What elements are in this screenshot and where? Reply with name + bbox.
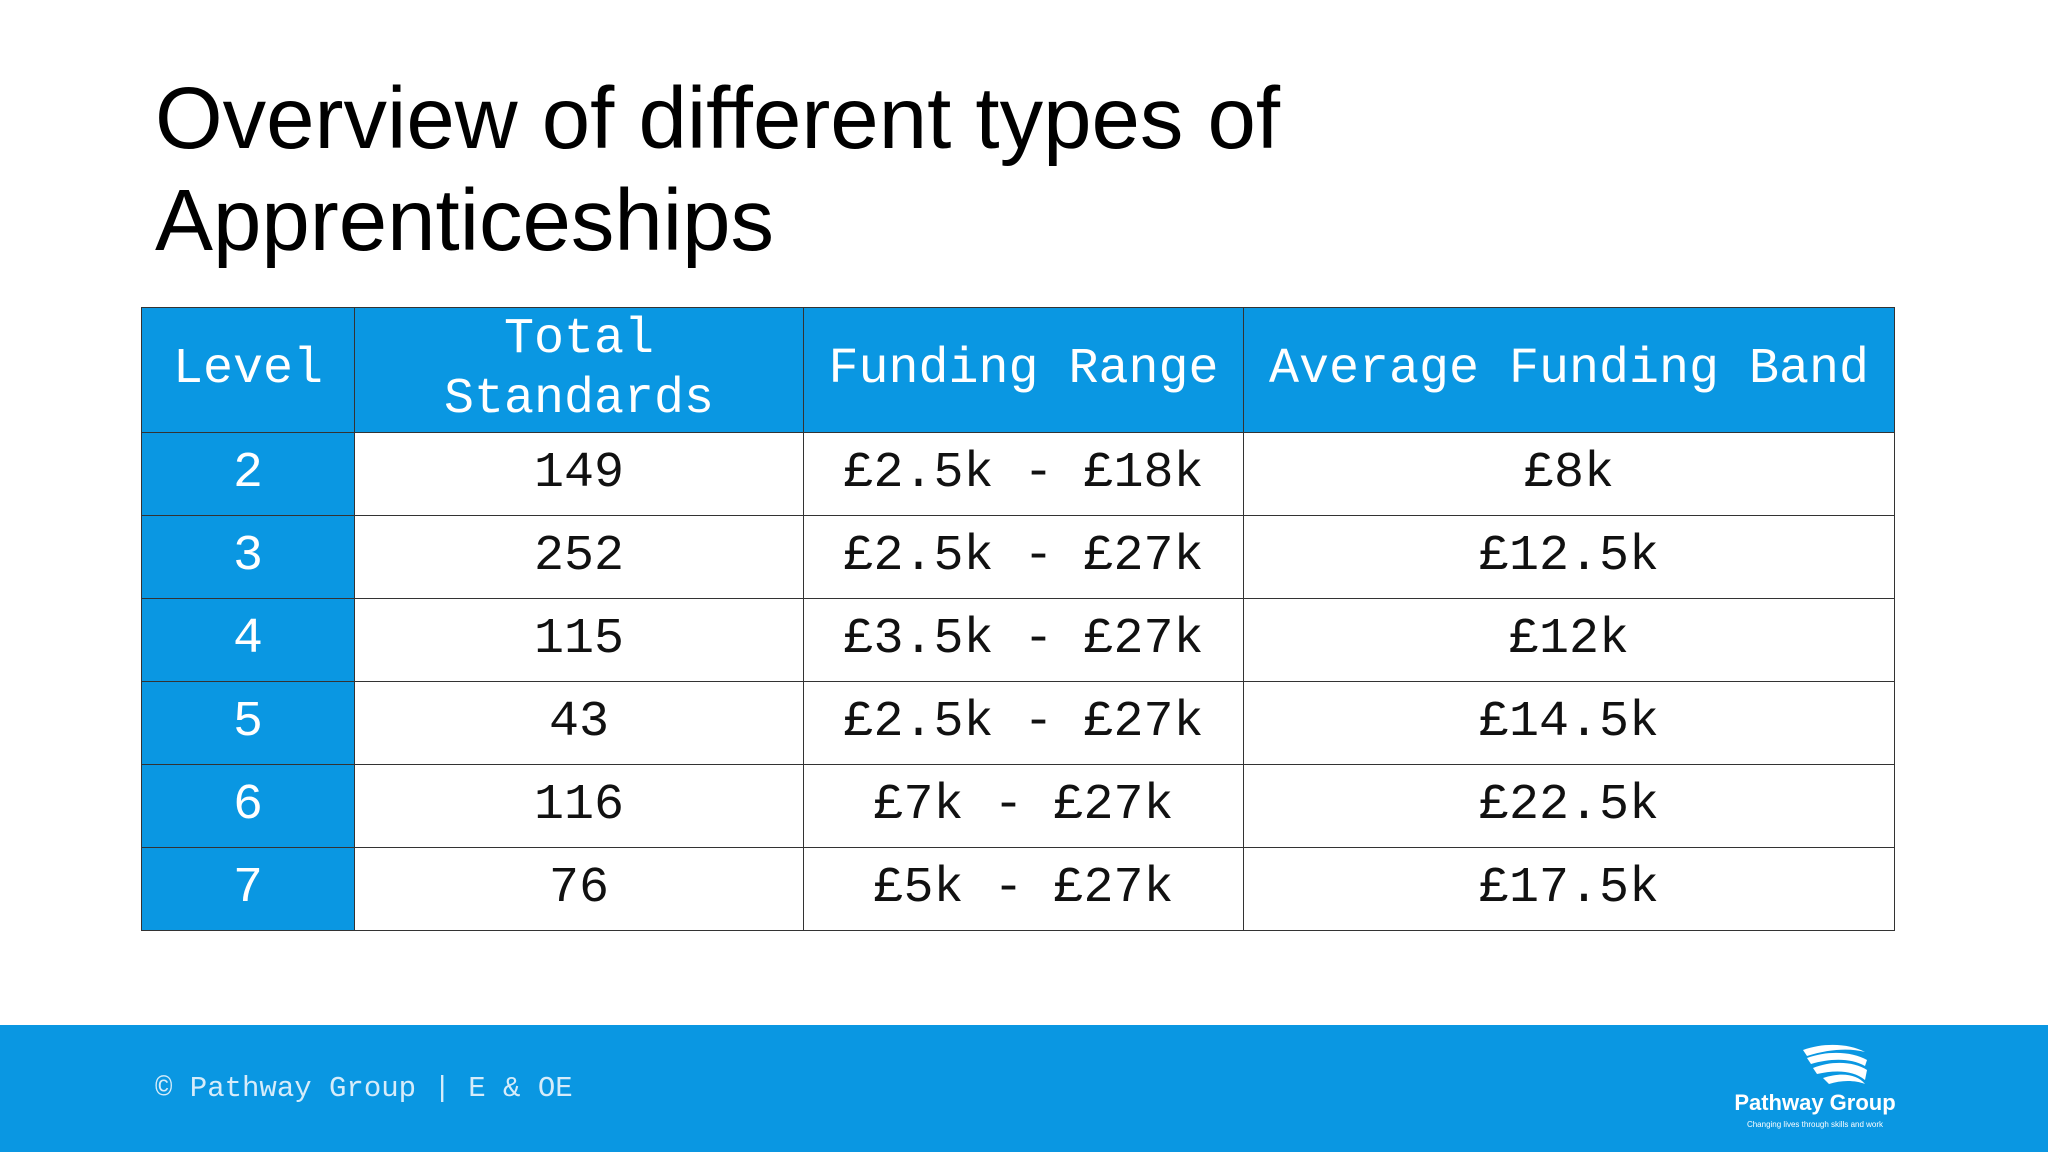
table-cell: 149 (354, 432, 804, 516)
table-cell: £5k - £27k (803, 847, 1244, 931)
footer-bar (0, 1025, 2048, 1152)
table-cell: £2.5k - £18k (803, 432, 1244, 516)
header-cell: Funding Range (803, 307, 1244, 433)
level-cell: 3 (141, 515, 355, 599)
logo-tagline: Changing lives through skills and work (1747, 1120, 1884, 1129)
header-cell: Total Standards (354, 307, 804, 433)
header-cell: Average Funding Band (1243, 307, 1895, 433)
table-cell: £2.5k - £27k (803, 681, 1244, 765)
level-cell: 7 (141, 847, 355, 931)
header-cell: Level (141, 307, 355, 433)
logo-name: Pathway Group (1734, 1090, 1895, 1115)
level-cell: 6 (141, 764, 355, 848)
funding-table: Level Total Standards Funding Range Average… (141, 307, 1895, 931)
table-cell: 43 (354, 681, 804, 765)
table-cell: 116 (354, 764, 804, 848)
table-cell: £7k - £27k (803, 764, 1244, 848)
table-row: 6 116 £7k - £27k £22.5k (141, 764, 1895, 848)
table-row: 3 252 £2.5k - £27k £12.5k (141, 515, 1895, 599)
footer-text: © Pathway Group | E & OE (155, 1072, 573, 1105)
table-cell: £3.5k - £27k (803, 598, 1244, 682)
table-cell: £8k (1243, 432, 1895, 516)
slide-title: Overview of different types of Apprentic… (155, 70, 1281, 269)
table-row: 4 115 £3.5k - £27k £12k (141, 598, 1895, 682)
level-cell: 4 (141, 598, 355, 682)
logo-swoosh (1803, 1044, 1867, 1084)
table-cell: £17.5k (1243, 847, 1895, 931)
table-cell: £14.5k (1243, 681, 1895, 765)
table-row: 2 149 £2.5k - £18k £8k (141, 432, 1895, 516)
level-cell: 5 (141, 681, 355, 765)
table-cell: £12k (1243, 598, 1895, 682)
header-row: Level Total Standards Funding Range Average… (141, 307, 1895, 433)
table-cell: £2.5k - £27k (803, 515, 1244, 599)
table-cell: £12.5k (1243, 515, 1895, 599)
table-cell: 115 (354, 598, 804, 682)
logo: Pathway Group Changing lives through ski… (1734, 1044, 1896, 1129)
table-cell: 252 (354, 515, 804, 599)
table-cell: £22.5k (1243, 764, 1895, 848)
table-cell: 76 (354, 847, 804, 931)
level-cell: 2 (141, 432, 355, 516)
table-row: 7 76 £5k - £27k £17.5k (141, 847, 1895, 931)
table-row: 5 43 £2.5k - £27k £14.5k (141, 681, 1895, 765)
